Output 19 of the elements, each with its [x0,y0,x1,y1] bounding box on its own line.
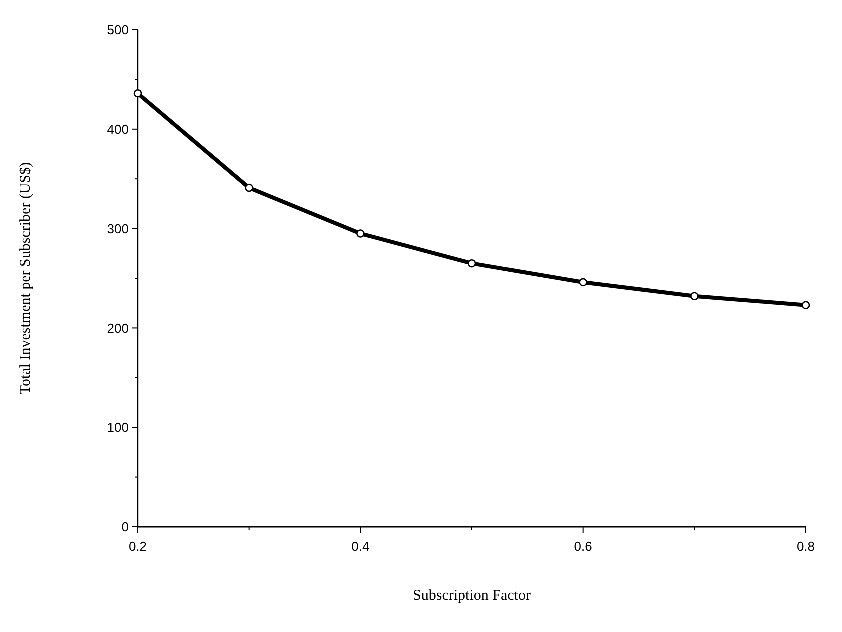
y-tick-label: 100 [107,420,129,436]
y-tick-label: 200 [107,320,129,336]
x-tick-label: 0.2 [128,539,148,554]
point [802,301,810,310]
x-axis-title: Subscription Factor [413,588,531,604]
x-tick-label: 0.8 [796,539,816,554]
point [579,278,588,287]
y-axis-title: Total Investment per Subscriber (US$) [18,162,34,395]
y-tick-label: 300 [107,221,129,236]
y-tick-label: 400 [107,122,129,137]
point [356,230,365,238]
y-tick-label: 500 [107,22,129,38]
point [134,89,142,98]
point [690,292,699,301]
point [468,259,476,268]
x-tick-label: 0.4 [352,539,370,554]
point [245,184,254,192]
y-tick-label: 0 [122,520,129,535]
x-tick-label: 0.6 [574,539,592,554]
